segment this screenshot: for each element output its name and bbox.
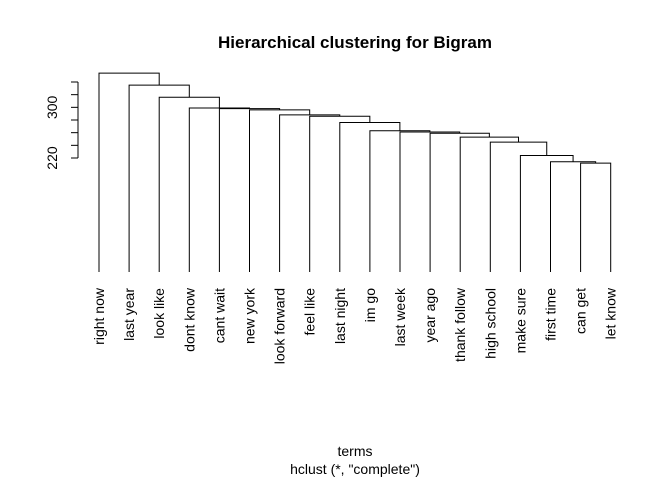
dendrogram-branch (98, 72, 160, 272)
leaf-label: thank follow (452, 287, 468, 362)
dendrogram-branch (489, 141, 548, 272)
leaf-label: look forward (272, 288, 288, 364)
leaf-label: right now (91, 287, 107, 345)
leaf-label: cant wait (211, 288, 227, 343)
dendrogram-tree (98, 72, 612, 272)
dendrogram-branch (519, 154, 574, 272)
chart-title: Hierarchical clustering for Bigram (218, 33, 492, 52)
leaf-label: first time (543, 288, 559, 341)
dendrogram-branch (128, 84, 190, 272)
dendrogram-branch (188, 107, 250, 272)
leaf-label: high school (482, 288, 498, 359)
leaf-label: make sure (512, 288, 528, 354)
leaf-label: last year (121, 288, 137, 341)
chart-subtitle: hclust (*, "complete") (290, 461, 420, 477)
leaf-label: feel like (302, 288, 318, 336)
leaf-label: im go (362, 288, 378, 322)
leaf-label: last night (332, 288, 348, 344)
leaf-label: look like (151, 288, 167, 339)
leaf-label: dont know (181, 287, 197, 352)
x-axis-label: terms (338, 443, 373, 459)
leaf-labels: right now last year look like dont know cant… (91, 287, 619, 364)
leaf-label: can get (573, 288, 589, 334)
leaf-label: let know (603, 287, 619, 339)
leaf-label: new york (242, 287, 258, 344)
y-axis: 220 300 (44, 81, 79, 170)
dendrogram-branch (580, 162, 612, 272)
dendrogram-branch (550, 161, 597, 272)
y-tick-label: 220 (44, 146, 60, 170)
dendrogram-branch (249, 109, 311, 272)
dendrogram-branch (459, 136, 520, 272)
dendrogram-branch (369, 130, 431, 272)
y-tick-label: 300 (44, 95, 60, 119)
leaf-label: year ago (422, 288, 438, 343)
leaf-label: last week (392, 287, 408, 346)
